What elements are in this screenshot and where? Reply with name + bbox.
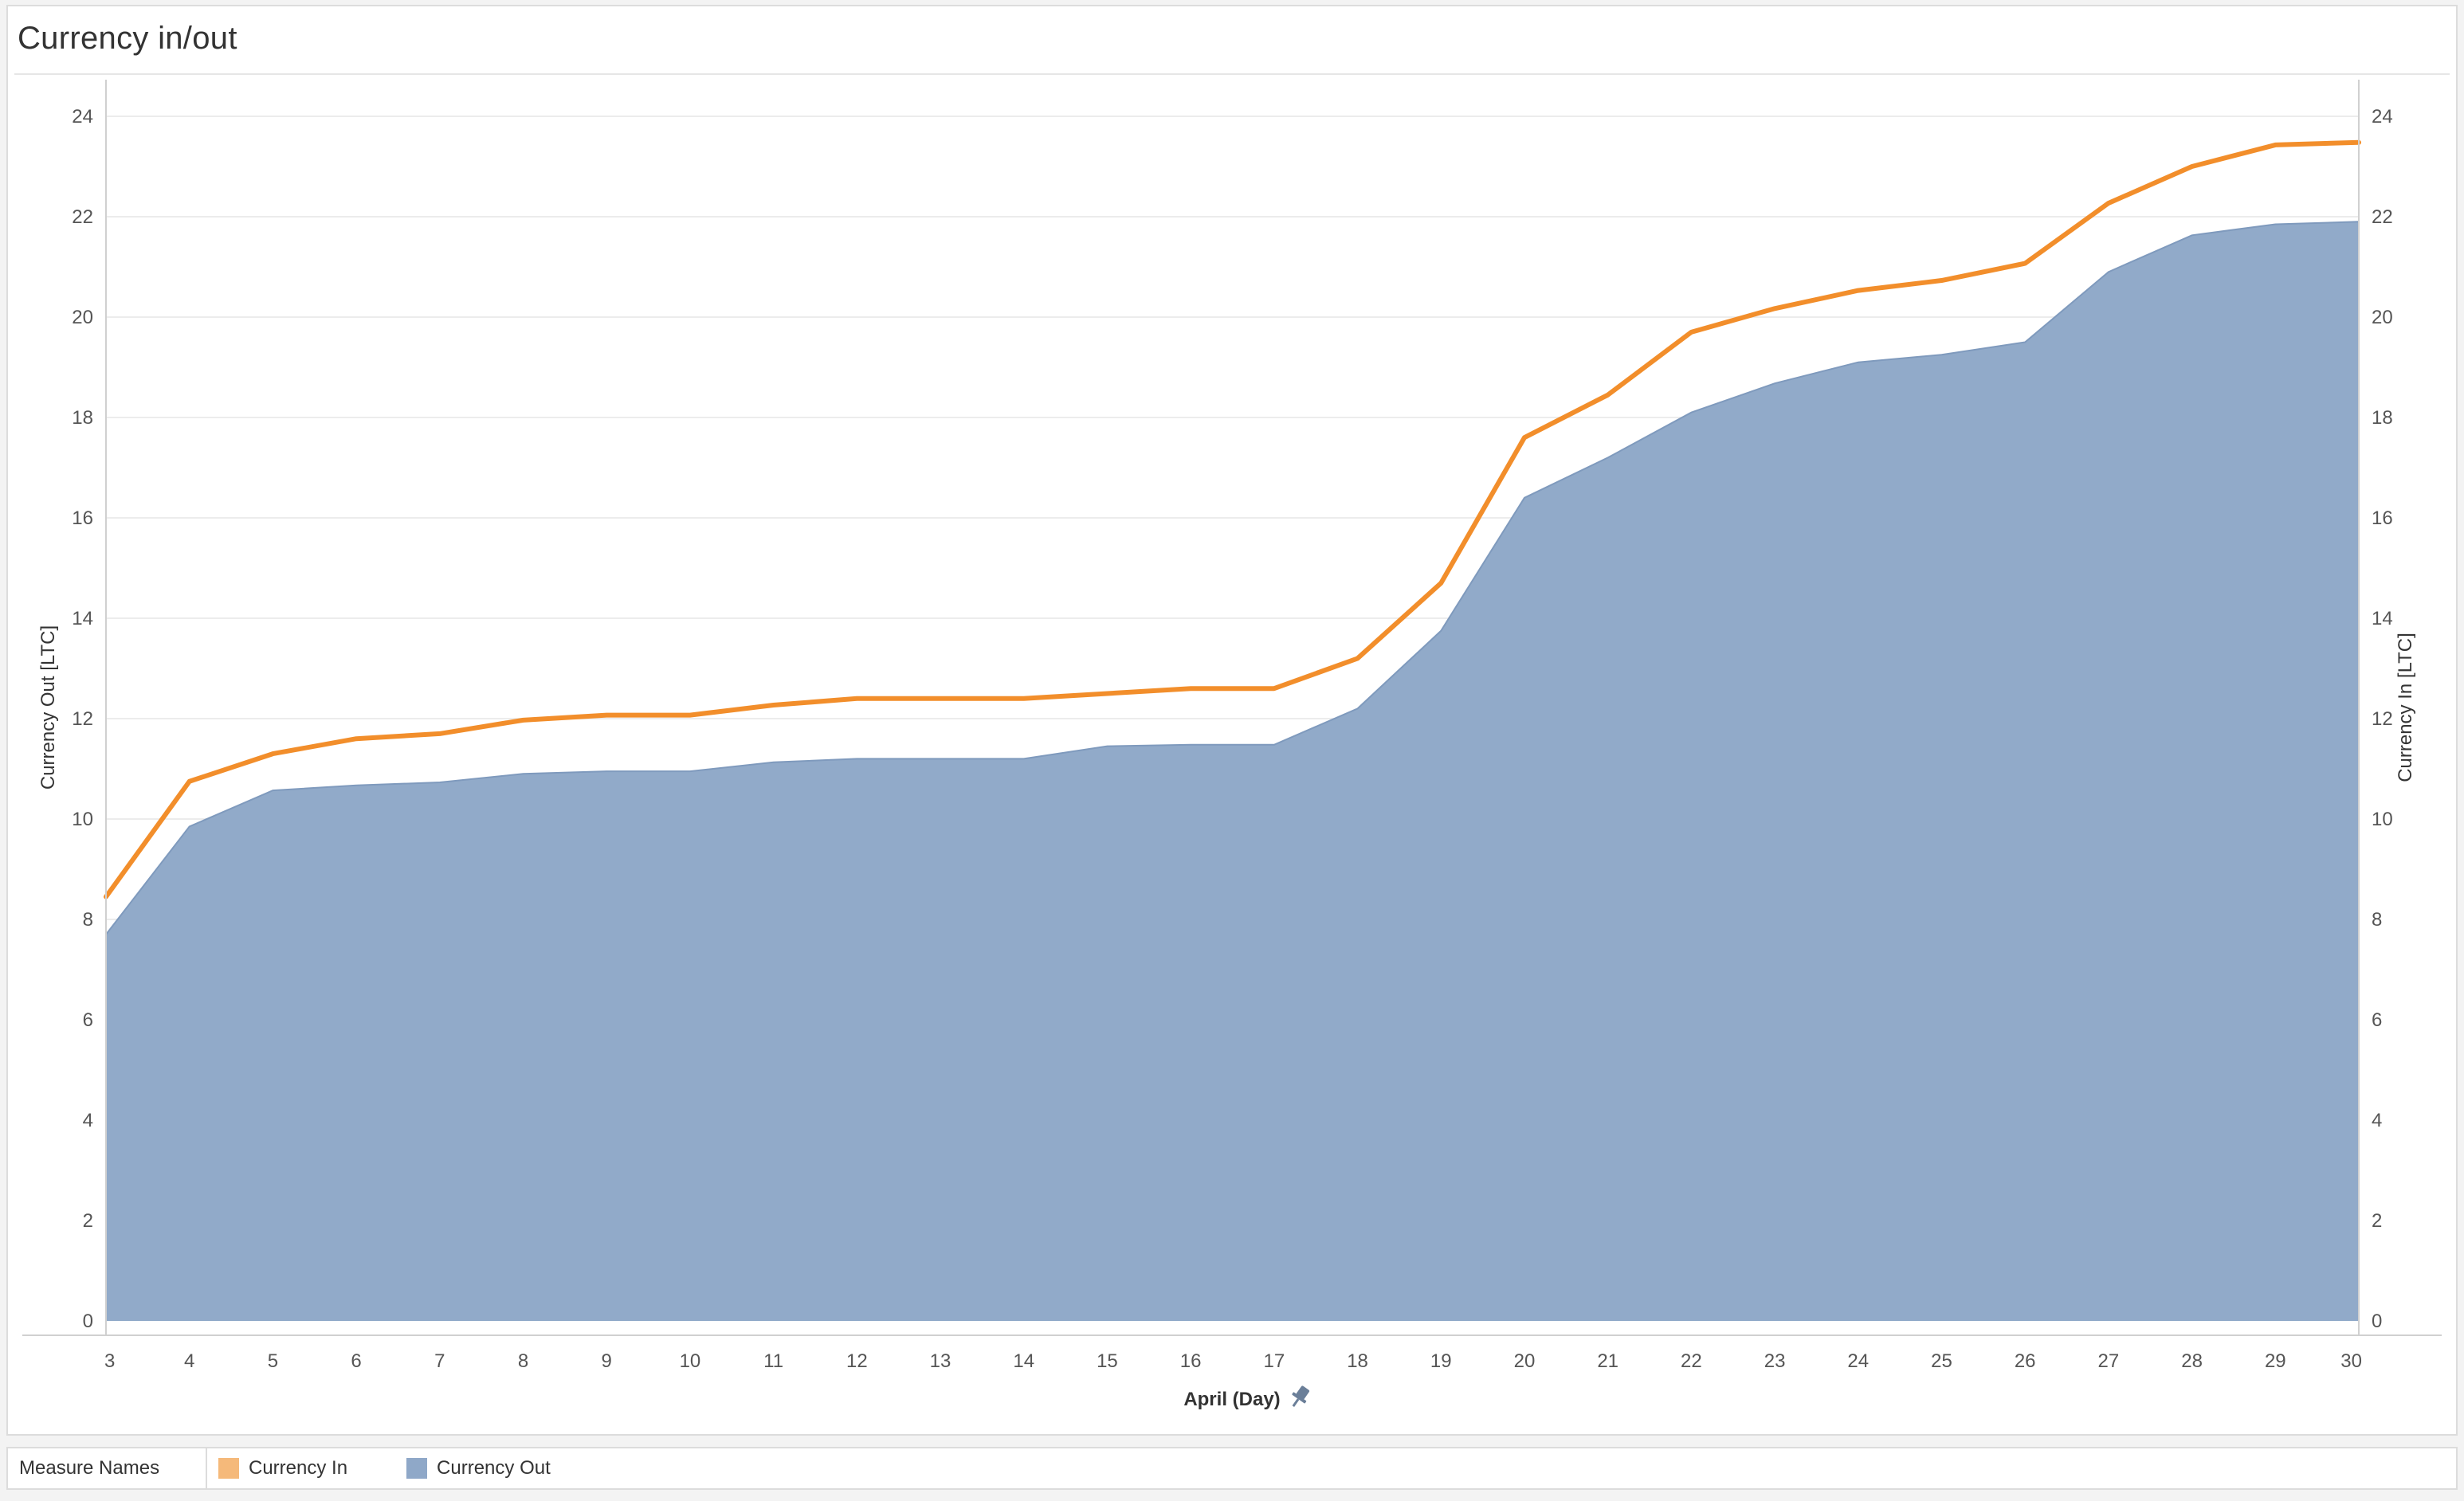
y-tick-label-right: 6 (2372, 1009, 2382, 1031)
y-tick-label-left: 14 (72, 608, 93, 629)
x-tick-label: 16 (1180, 1350, 1202, 1372)
y-tick-label-right: 2 (2372, 1210, 2382, 1232)
chart-title: Currency in/out (18, 21, 237, 56)
x-tick-label: 26 (2015, 1350, 2036, 1372)
x-tick-label: 18 (1347, 1350, 1368, 1372)
legend-item-currency-out[interactable]: Currency Out (406, 1457, 551, 1479)
y-tick-label-right: 0 (2372, 1311, 2382, 1332)
x-tick-label: 11 (763, 1350, 783, 1372)
x-tick-label: 28 (2181, 1350, 2203, 1372)
y-tick-label-left: 12 (72, 708, 93, 730)
x-tick-label: 23 (1764, 1350, 1786, 1372)
title-divider (14, 73, 2450, 75)
y-tick-label-left: 6 (83, 1009, 93, 1031)
legend-swatch-currency-in (218, 1458, 239, 1479)
x-tick-label: 14 (1013, 1350, 1034, 1372)
y-axis-right-title: Currency In [LTC] (2395, 633, 2416, 782)
y-axis-left-title: Currency Out [LTC] (37, 625, 59, 790)
x-tick-label: 13 (930, 1350, 951, 1372)
y-tick-label-left: 24 (72, 106, 93, 127)
x-tick-label: 25 (1931, 1350, 1952, 1372)
currency-out-area[interactable] (106, 221, 2359, 1321)
x-tick-label: 30 (2340, 1350, 2362, 1372)
x-tick-label: 22 (1681, 1350, 1702, 1372)
y-tick-label-right: 4 (2372, 1110, 2382, 1131)
x-tick-label: 8 (518, 1350, 528, 1372)
legend-item-currency-in[interactable]: Currency In (218, 1457, 347, 1479)
x-tick-label: 10 (680, 1350, 701, 1372)
x-tick-label: 19 (1430, 1350, 1452, 1372)
legend: Measure Names Currency In Currency Out (6, 1447, 2458, 1490)
y-tick-label-left: 8 (83, 909, 93, 931)
y-tick-label-right: 8 (2372, 909, 2382, 931)
y-tick-label-left: 0 (83, 1311, 93, 1332)
x-tick-label: 6 (351, 1350, 361, 1372)
x-tick-label: 3 (104, 1350, 115, 1372)
x-tick-label: 5 (268, 1350, 278, 1372)
y-tick-label-right: 20 (2372, 307, 2393, 328)
x-tick-label: 7 (434, 1350, 445, 1372)
x-tick-label: 20 (1514, 1350, 1536, 1372)
y-tick-label-right: 18 (2372, 407, 2393, 429)
x-tick-label: 29 (2265, 1350, 2286, 1372)
axes (22, 80, 2442, 1336)
y-tick-label-right: 16 (2372, 508, 2393, 529)
y-tick-label-left: 18 (72, 407, 93, 429)
y-tick-label-left: 10 (72, 809, 93, 830)
y-tick-label-left: 22 (72, 206, 93, 228)
y-tick-label-right: 10 (2372, 809, 2393, 830)
y-tick-label-right: 12 (2372, 708, 2393, 730)
currency-out-area-edge (105, 221, 2360, 935)
currency-out-area-layer (105, 221, 2360, 1321)
legend-label-currency-out: Currency Out (437, 1457, 551, 1479)
y-tick-label-left: 4 (83, 1110, 93, 1131)
y-tick-label-right: 14 (2372, 608, 2393, 629)
y-tick-label-left: 16 (72, 508, 93, 529)
x-tick-label: 12 (846, 1350, 868, 1372)
y-tick-label-right: 24 (2372, 106, 2393, 127)
currency-in-line[interactable] (104, 139, 2361, 899)
currency-in-line-layer (104, 139, 2361, 899)
y-tick-label-left: 20 (72, 307, 93, 328)
y-tick-label-right: 22 (2372, 206, 2393, 228)
x-tick-label: 9 (602, 1350, 612, 1372)
x-axis-ticks: 3 4 5 6 7 8 9 10 11 12 13 14 15 16 17 18 19 20 21 22 23 24 25 2… (104, 1350, 2362, 1372)
x-tick-label: 15 (1097, 1350, 1118, 1372)
y-tick-label-left: 2 (83, 1210, 93, 1232)
legend-title: Measure Names (8, 1448, 207, 1488)
x-tick-label: 21 (1597, 1350, 1618, 1372)
legend-label-currency-in: Currency In (249, 1457, 348, 1479)
legend-swatch-currency-out (406, 1458, 428, 1479)
x-tick-label: 4 (184, 1350, 194, 1372)
x-tick-label: 24 (1847, 1350, 1869, 1372)
x-tick-label: 27 (2098, 1350, 2120, 1372)
x-axis-title: April (Day) (1183, 1389, 1280, 1410)
x-tick-label: 17 (1264, 1350, 1285, 1372)
pin-icon[interactable] (1287, 1383, 1312, 1410)
